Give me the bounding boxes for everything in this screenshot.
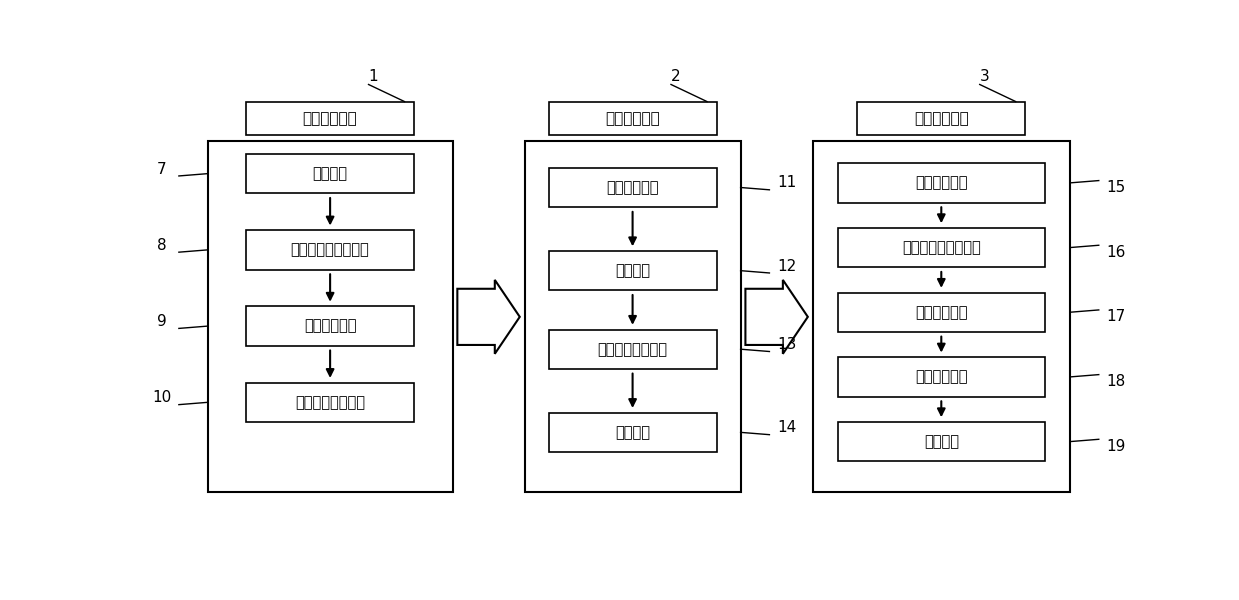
Bar (549, 168, 716, 207)
Bar (549, 251, 716, 290)
Polygon shape (457, 280, 520, 354)
Text: 16: 16 (1106, 245, 1126, 260)
Bar (247, 307, 414, 346)
Text: 车辆离场模块: 车辆离场模块 (914, 110, 969, 125)
Text: 车辆识别系统: 车辆识别系统 (606, 180, 659, 195)
Text: 场站车辆导流系统: 场站车辆导流系统 (295, 395, 366, 410)
Bar (838, 357, 1044, 397)
Text: 9: 9 (156, 314, 166, 329)
Text: 道闸车牌识别系统一: 道闸车牌识别系统一 (291, 242, 369, 257)
Bar (549, 329, 716, 369)
Text: 3: 3 (980, 68, 990, 83)
Bar (247, 101, 414, 135)
Bar (549, 413, 716, 452)
Text: 13: 13 (777, 337, 797, 352)
Text: 车辆充电模块: 车辆充电模块 (605, 110, 660, 125)
Text: 推送充电信息单元: 推送充电信息单元 (597, 341, 668, 356)
Text: 语音提示单元: 语音提示单元 (304, 319, 357, 334)
Text: 1: 1 (368, 68, 378, 83)
Text: 充电系统: 充电系统 (615, 263, 650, 278)
Bar (247, 154, 414, 193)
Text: 18: 18 (1106, 374, 1126, 389)
Text: 断电系统: 断电系统 (615, 425, 650, 440)
Text: 语音播报单元: 语音播报单元 (916, 370, 968, 385)
Text: 15: 15 (1106, 180, 1126, 195)
Text: 出口指示单元: 出口指示单元 (916, 175, 968, 190)
Text: 10: 10 (152, 390, 171, 405)
Bar (813, 141, 1070, 493)
Bar (247, 230, 414, 269)
Text: 车辆入场模块: 车辆入场模块 (302, 110, 358, 125)
Text: 道闸车辆识别系统二: 道闸车辆识别系统二 (902, 240, 981, 255)
Bar (838, 163, 1044, 203)
Text: 11: 11 (777, 175, 797, 190)
Text: 7: 7 (157, 161, 166, 176)
Text: 14: 14 (777, 420, 797, 435)
Polygon shape (746, 280, 808, 354)
Text: 19: 19 (1106, 439, 1126, 454)
Bar (838, 228, 1044, 267)
Text: 12: 12 (777, 259, 797, 274)
Text: 自动扣费系统: 自动扣费系统 (916, 305, 968, 320)
Bar (838, 422, 1044, 461)
Text: 2: 2 (672, 68, 680, 83)
Bar (247, 383, 414, 422)
Text: 放行单元: 放行单元 (924, 434, 959, 449)
Bar (838, 293, 1044, 332)
Text: 采集设备: 采集设备 (312, 166, 348, 181)
Bar (524, 141, 741, 493)
Text: 17: 17 (1106, 310, 1126, 325)
Bar (857, 101, 1026, 135)
Text: 8: 8 (157, 238, 166, 253)
Bar (208, 141, 452, 493)
Bar (549, 101, 716, 135)
